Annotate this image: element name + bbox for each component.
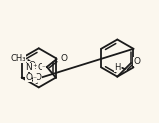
Text: O: O — [37, 63, 44, 72]
Text: ⁻: ⁻ — [32, 74, 37, 83]
Text: O: O — [133, 56, 140, 66]
Text: CH₃: CH₃ — [11, 54, 26, 63]
Text: N: N — [25, 63, 32, 72]
Text: O: O — [25, 73, 32, 82]
Text: +: + — [32, 63, 37, 68]
Text: H: H — [114, 63, 120, 72]
Text: O: O — [28, 61, 35, 70]
Text: O: O — [61, 54, 68, 63]
Text: ⁻: ⁻ — [42, 63, 46, 72]
Text: O: O — [35, 73, 42, 82]
